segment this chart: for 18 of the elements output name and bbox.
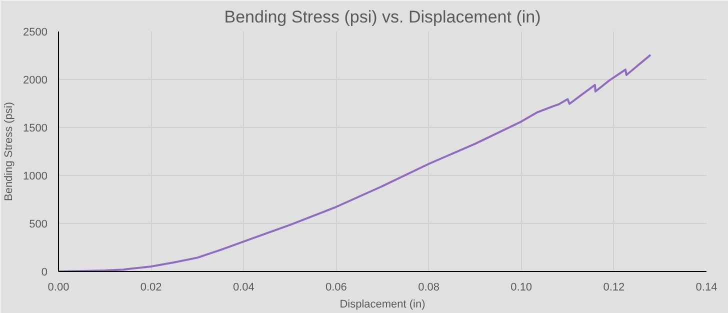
y-tick-label: 0 (41, 266, 48, 278)
y-tick-label: 2000 (23, 74, 48, 86)
x-tick-label: 0.14 (696, 282, 718, 294)
x-tick-label: 0.10 (510, 282, 532, 294)
y-tick-label: 2500 (23, 26, 48, 38)
chart-title: Bending Stress (psi) vs. Displacement (in) (224, 8, 541, 26)
y-tick-label: 1500 (23, 122, 48, 134)
x-tick-label: 0.00 (48, 282, 70, 294)
y-tick-label: 500 (29, 218, 48, 230)
line-series (58, 54, 652, 272)
x-tick-label: 0.08 (418, 282, 440, 294)
x-tick-label: 0.02 (140, 282, 162, 294)
y-axis-title: Bending Stress (psi) (3, 102, 16, 202)
x-tick-label: 0.12 (603, 282, 625, 294)
x-tick-label: 0.06 (326, 282, 347, 294)
y-tick-label: 1000 (23, 170, 48, 182)
x-axis-title: Displacement (in) (340, 298, 426, 310)
x-tick-label: 0.04 (232, 282, 254, 294)
